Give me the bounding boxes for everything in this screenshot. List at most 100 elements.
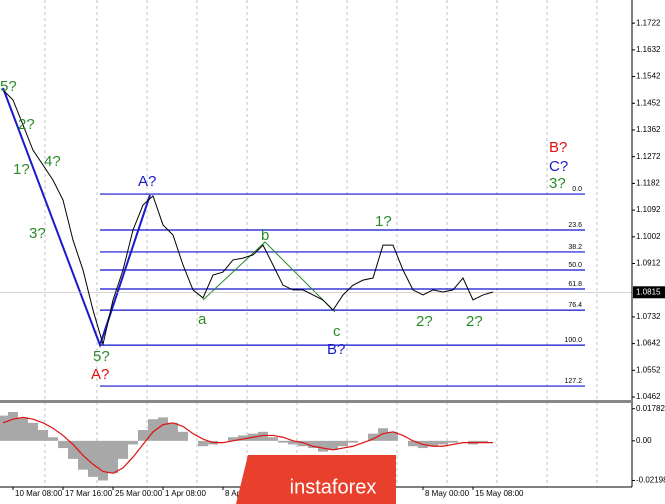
x-tick-label: 25 Mar 00:00: [115, 489, 163, 498]
histogram-bar: [108, 440, 118, 474]
fib-label: 23.6: [568, 222, 582, 229]
wave-line: [2, 87, 151, 348]
histogram-bar: [438, 440, 448, 445]
y-tick-label: 1.1092: [636, 205, 661, 214]
histogram-bar: [68, 440, 78, 459]
y-tick-label: -0.02198: [636, 476, 665, 485]
x-tick-label: 17 Mar 16:00: [65, 489, 113, 498]
histogram-bar: [138, 430, 148, 441]
last-price-box: [633, 286, 665, 299]
x-tick-label: 1 Apr 08:00: [165, 489, 206, 498]
histogram-bar: [368, 433, 378, 441]
y-tick-label: 1.1722: [636, 18, 661, 27]
fib-label: 0.0: [572, 186, 582, 193]
fib-label: 50.0: [568, 262, 582, 269]
fib-label: 100.0: [564, 337, 582, 344]
histogram-bar: [98, 440, 108, 481]
histogram-bar: [278, 440, 288, 443]
oscillator-panel: [0, 412, 493, 481]
wave-label: A?: [138, 173, 156, 190]
histogram-bar: [148, 419, 158, 441]
y-tick-label: 1.1002: [636, 232, 661, 241]
wave-label: a: [198, 311, 207, 328]
wave-label: 3?: [29, 225, 46, 242]
last-price-label: 1.0815: [636, 287, 661, 296]
y-tick-label: 1.0642: [636, 339, 661, 348]
histogram-bar: [268, 437, 278, 441]
histogram-bar: [338, 440, 348, 447]
wave-label: 2?: [416, 313, 433, 330]
y-tick-label: 1.0732: [636, 312, 661, 321]
histogram-bar: [378, 428, 388, 441]
wave-label: B?: [549, 139, 567, 156]
watermark-text: instaforex: [290, 476, 377, 498]
price-line: [2, 89, 494, 347]
histogram-bar: [308, 440, 318, 449]
wave-label: 1?: [375, 213, 392, 230]
histogram-bar: [478, 440, 488, 443]
x-tick-label: 10 Mar 08:00: [15, 489, 63, 498]
histogram-bar: [318, 440, 328, 452]
watermark: instaforex: [236, 455, 396, 504]
y-tick-label: 1.1452: [636, 98, 661, 107]
histogram-bar: [8, 412, 18, 441]
histogram-bar: [128, 440, 138, 445]
main-panel: 0.0 23.6 38.2 50.0 61.8 76.4 100.0 127.2 5? 2? 1? 4…: [0, 78, 632, 387]
histogram-bar: [58, 440, 68, 449]
panel-separator: [0, 400, 632, 403]
histogram-bar: [18, 417, 28, 441]
wave-line: [202, 241, 336, 313]
watermark-badge: [236, 455, 396, 504]
histogram-bar: [178, 431, 188, 441]
signal-line: [2, 416, 493, 474]
wave-label: A?: [91, 366, 109, 383]
histogram-bar: [48, 437, 58, 441]
wave-label: 2?: [466, 313, 483, 330]
histogram-bar: [258, 431, 268, 441]
x-tick-label: 8 May 00:00: [425, 489, 470, 498]
wave-label: 5?: [93, 348, 110, 365]
wave-label: 4?: [44, 153, 61, 170]
fib-label: 127.2: [564, 378, 582, 385]
wave-label: b: [261, 227, 269, 244]
histogram-bar: [238, 435, 248, 441]
wave-label: 5?: [0, 78, 17, 95]
histogram-bar: [0, 415, 8, 441]
x-tick-label: 15 May 08:00: [475, 489, 524, 498]
histogram-bar: [288, 440, 298, 445]
y-tick-label: 1.0912: [636, 259, 661, 268]
y-tick-label: 1.1362: [636, 125, 661, 134]
wave-label: 3?: [549, 175, 566, 192]
histogram-bar: [348, 440, 358, 443]
histogram-bar: [448, 440, 458, 443]
histogram-bar: [228, 437, 238, 441]
histogram-bar: [298, 440, 308, 447]
histogram-bar: [198, 440, 208, 447]
histogram-bar: [168, 422, 178, 441]
y-tick-label: 1.1272: [636, 152, 661, 161]
y-tick-label: 1.0552: [636, 365, 661, 374]
y-tick-label: 1.1182: [636, 178, 660, 187]
fib-label: 76.4: [568, 302, 582, 309]
y-tick-label: 0.01782: [636, 404, 665, 413]
histogram-bar: [328, 440, 338, 450]
histogram-bar: [428, 440, 438, 447]
histogram-bar: [408, 440, 418, 447]
histogram-bar: [38, 430, 48, 441]
wave-label: C?: [549, 158, 568, 175]
y-tick-label: 1.1542: [636, 72, 661, 81]
histogram-bar: [88, 440, 98, 477]
histogram-bar: [118, 440, 128, 459]
histogram-bar: [158, 417, 168, 441]
wave-label: B?: [327, 341, 345, 358]
fib-label: 38.2: [568, 244, 582, 251]
y-tick-label: 1.0462: [636, 392, 661, 401]
wave-label: 1?: [13, 161, 30, 178]
y-tick-label: 1.1632: [636, 45, 661, 54]
x-tick-label: 8 Apr: [225, 489, 244, 498]
fib-label: 61.8: [568, 281, 582, 288]
histogram-bar: [388, 431, 398, 441]
